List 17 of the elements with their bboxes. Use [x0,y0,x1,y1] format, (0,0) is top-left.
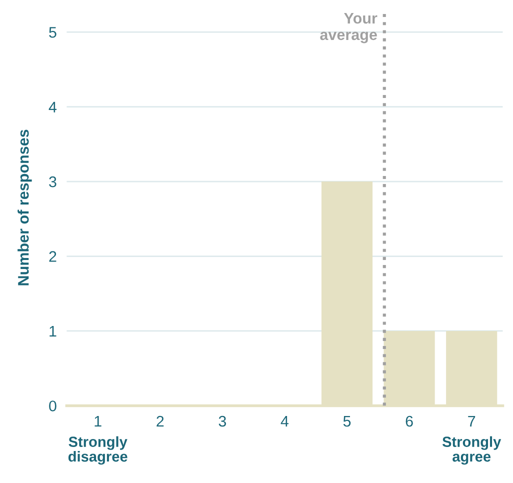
y-axis-title: Number of responses [18,130,32,286]
x-tick-label: 3 [218,416,226,427]
text: Strongly agree [442,436,502,465]
x-tick-label: 2 [156,416,164,427]
text: Strongly disagree [68,436,128,465]
x-tick-label: 1 [94,416,102,427]
y-tick-label: 0 [49,400,56,412]
y-tick-label: 5 [49,27,56,38]
x-tick-label: 7 [468,416,476,427]
x-tick-label: 6 [406,416,413,427]
ref-line-label: Your average [320,13,378,44]
y-tick-label: 1 [50,326,56,337]
x-tick-label: 5 [343,416,351,427]
y-tick-label: 3 [49,176,56,188]
x-tick-label: 4 [280,416,289,427]
y-tick-label: 4 [48,102,57,112]
y-tick-label: 2 [49,251,56,262]
